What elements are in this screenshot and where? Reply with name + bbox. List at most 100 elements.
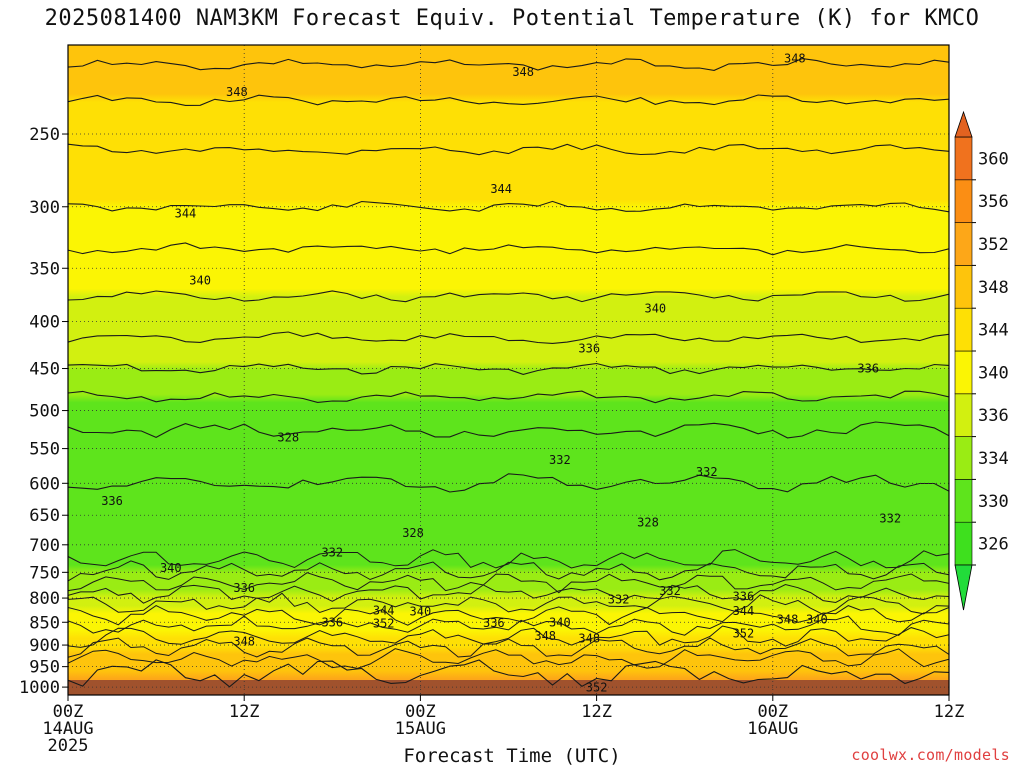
credit-text[interactable]: coolwx.com/models	[851, 746, 1010, 764]
contour-label: 348	[777, 612, 799, 626]
contour-label-text: 336	[321, 615, 343, 629]
y-tick-label: 250	[29, 125, 60, 145]
contour-label-text: 340	[189, 274, 211, 288]
contour-label-text: 340	[410, 604, 432, 618]
colorbar-swatch-352	[954, 222, 973, 266]
x-tick-label: 2025	[48, 736, 89, 756]
contour-label-text: 328	[637, 516, 659, 530]
contour-label: 332	[879, 511, 901, 525]
x-tick-label: 00Z	[53, 702, 84, 722]
y-tick-label: 850	[29, 613, 60, 633]
contour-labels: 348 348 348 344 344 340 340 336 336 332 332 332 336 3…	[101, 52, 901, 695]
x-axis-label: Forecast Time (UTC)	[403, 745, 621, 767]
y-tick-label: 550	[29, 440, 60, 460]
contour-label-text: 348	[534, 629, 556, 643]
colorbar-swatch-348	[954, 265, 973, 309]
contour-label-text: 340	[644, 301, 666, 315]
contour-label: 348	[512, 65, 534, 79]
colorbar-high-arrow	[954, 110, 973, 138]
chart-title: 2025081400 NAM3KM Forecast Equiv. Potent…	[44, 6, 980, 31]
contour-label-text: 332	[321, 546, 343, 560]
colorbar-label: 344	[978, 321, 1009, 341]
contour-label: 336	[233, 581, 255, 595]
colorbar-label: 330	[978, 492, 1009, 512]
contour-label: 344	[490, 182, 512, 196]
contour-label: 340	[160, 561, 182, 575]
contour-label-text: 348	[226, 85, 248, 99]
y-tick-label: 500	[29, 402, 60, 422]
contour-label-text: 332	[696, 465, 718, 479]
contour-330	[68, 473, 949, 493]
contour-label: 348	[578, 631, 600, 645]
contour-346	[68, 143, 949, 156]
x-tick-label: 00Z	[405, 702, 436, 722]
y-tick-label: 450	[29, 360, 60, 380]
contour-label: 348	[226, 85, 248, 99]
contour-label: 332	[696, 465, 718, 479]
contour-label-text: 352	[586, 680, 608, 694]
contour-340	[68, 290, 949, 303]
contour-label-text: 352	[373, 617, 395, 631]
x-tick-label: 00Z	[757, 702, 788, 722]
contour-label: 336	[101, 494, 123, 508]
colorbar-label: 336	[978, 406, 1009, 426]
contour-low-2	[68, 572, 949, 594]
y-tick-label: 700	[29, 536, 60, 556]
x-tick-label: 14AUG	[42, 719, 93, 739]
colorbar-swatch-330	[954, 479, 973, 523]
contour-label: 340	[549, 616, 571, 630]
colorbar-label: 334	[978, 449, 1009, 469]
contour-label-text: 352	[733, 626, 755, 640]
contour-label-text: 344	[373, 603, 395, 617]
contour-label-text: 332	[549, 453, 571, 467]
contour-label: 332	[608, 593, 630, 607]
contour-label: 344	[373, 603, 395, 617]
theta-e-field	[68, 45, 949, 695]
contour-low-0	[68, 549, 949, 569]
ground-band	[68, 680, 949, 695]
contour-label-text: 328	[402, 526, 424, 540]
contour-label: 336	[733, 590, 755, 604]
contour-low-4	[68, 592, 949, 616]
contour-label: 336	[857, 362, 879, 376]
contour-label: 328	[277, 431, 299, 445]
contour-label-text: 340	[549, 616, 571, 630]
contour-low-8	[68, 637, 949, 658]
contour-label: 336	[321, 615, 343, 629]
contour-338	[68, 331, 949, 344]
contour-334	[68, 390, 949, 404]
x-tick-label: 12Z	[934, 702, 965, 722]
contour-label-text: 348	[578, 631, 600, 645]
contour-label-text: 340	[160, 561, 182, 575]
contour-label: 348	[233, 635, 255, 649]
contour-low-7	[68, 625, 949, 648]
contour-label-text: 336	[101, 494, 123, 508]
y-axis: 250 300 350 400 450 500 550 600 650 700 750 800 850 9…	[19, 125, 68, 698]
contour-label-text: 348	[512, 65, 534, 79]
contour-label: 328	[402, 526, 424, 540]
colorbar-swatch-326	[954, 521, 973, 566]
plot-border	[67, 44, 950, 696]
x-tick-label: 15AUG	[395, 719, 446, 739]
contour-label: 336	[483, 616, 505, 630]
x-tick-label: 16AUG	[747, 719, 798, 739]
colorbar: 326 330 334 336 340 344 348 352 356 360	[954, 110, 1009, 611]
contour-350	[68, 58, 949, 71]
contour-low-9	[68, 648, 949, 669]
contour-label: 352	[586, 680, 608, 694]
x-tick-label: 12Z	[581, 702, 612, 722]
contour-low-6	[68, 615, 949, 636]
contour-label-text: 336	[483, 616, 505, 630]
contour-lines	[68, 58, 949, 688]
contour-label: 352	[733, 626, 755, 640]
contour-label: 352	[373, 617, 395, 631]
y-tick-label: 900	[29, 636, 60, 656]
contour-label-text: 344	[175, 206, 197, 220]
plot-frame	[67, 44, 950, 696]
y-tick-label: 950	[29, 658, 60, 678]
contour-label-text: 336	[733, 590, 755, 604]
contour-label: 348	[784, 52, 806, 66]
y-tick-label: 650	[29, 506, 60, 526]
